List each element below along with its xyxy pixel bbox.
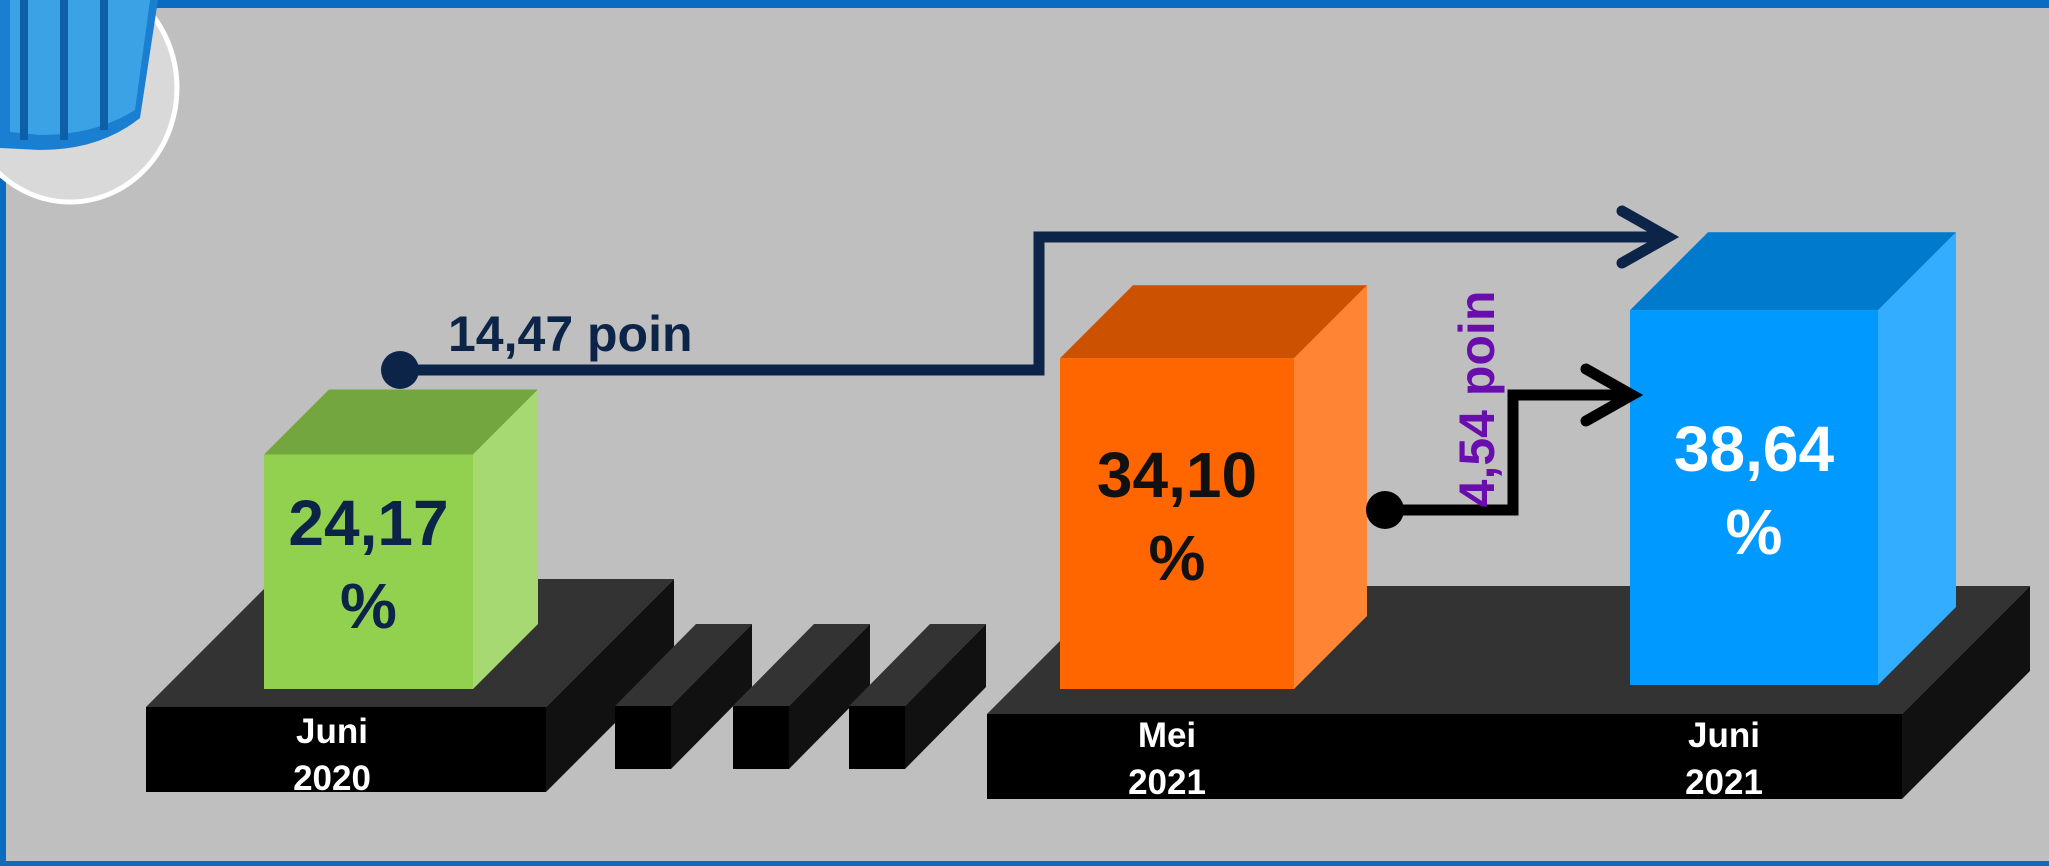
category-label: Juni 2021 xyxy=(1664,712,1784,807)
annotation: 4,54 poin xyxy=(1448,291,1506,508)
logo xyxy=(0,0,177,202)
category-label: Juni 2020 xyxy=(272,708,392,803)
annotation: 14,47 poin xyxy=(448,305,693,363)
top-border xyxy=(0,0,2049,8)
category-label: Mei 2021 xyxy=(1107,712,1227,807)
value-label: 38,64 % xyxy=(1654,408,1854,574)
bottom-border xyxy=(0,861,2049,866)
value-label: 24,17 % xyxy=(269,482,469,648)
bar-side-shade xyxy=(1878,232,1956,685)
value-label: 34,10 % xyxy=(1077,434,1277,600)
infographic: 14,47 poin 4,54 poin 24,17 % Juni 2020 34,… xyxy=(0,0,2049,866)
